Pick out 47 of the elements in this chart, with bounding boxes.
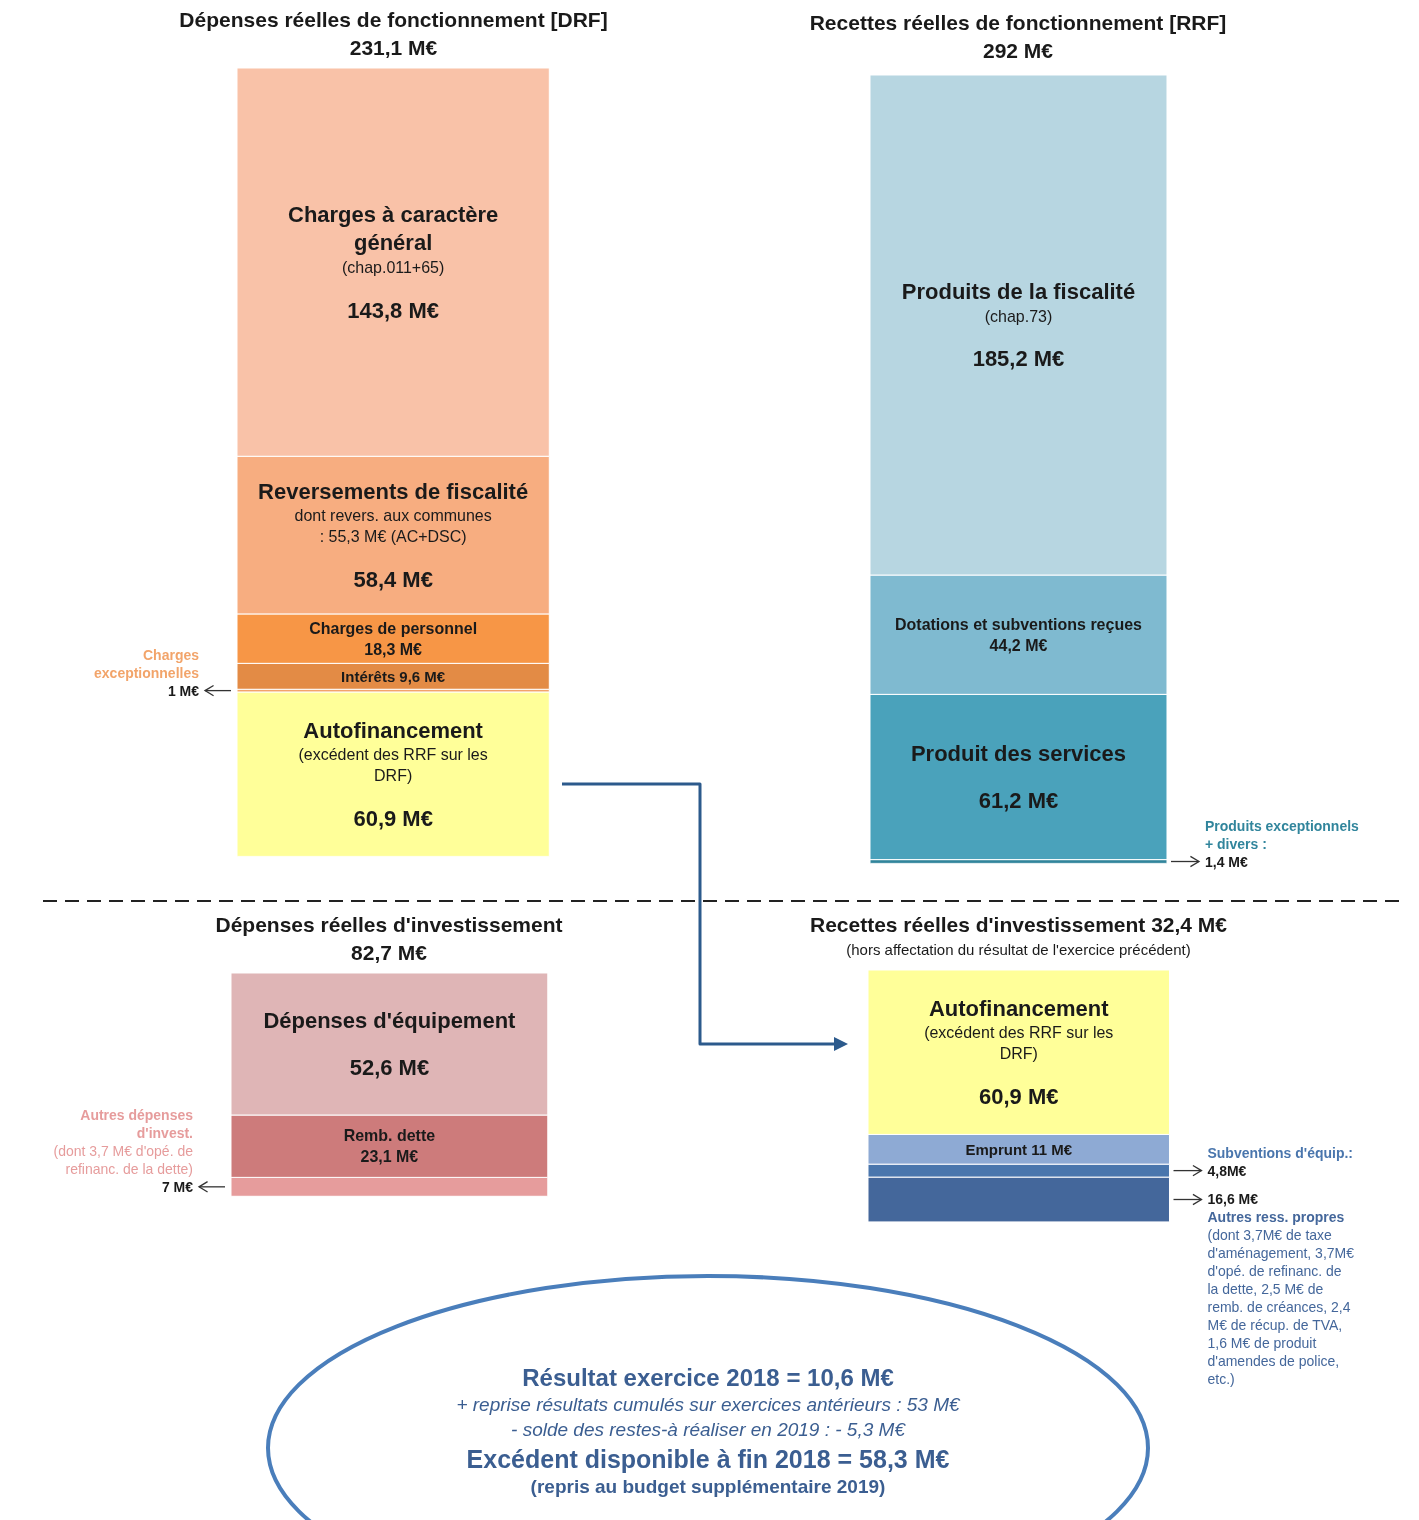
text: (repris au budget supplémentaire 2019): [529, 1475, 887, 1500]
data-label: 143,8 M€: [347, 297, 439, 323]
series-label: Autofinancement (excédent des RRF sur les DRF): [924, 995, 1114, 1063]
chart-subtitle: 231,1 M€: [348, 36, 439, 60]
text: + reprise résultats cumulés sur exercices antérieurs : 53 M€: [455, 1393, 961, 1418]
data-label: 1,4 M€: [1205, 853, 1248, 870]
data-label: 185,2 M€: [972, 346, 1065, 372]
data-label: 44,2 M€: [989, 636, 1048, 654]
chart-subtitle: 82,7 M€: [350, 941, 428, 965]
data-label: 52,6 M€: [349, 1055, 430, 1081]
data-label: 61,2 M€: [978, 787, 1059, 813]
series-label: Reversements de fiscalité: [258, 478, 529, 504]
series-label: Charges à caractère général (chap.011+65): [288, 201, 499, 277]
data-label: 60,9 M€: [353, 805, 433, 831]
series-label: Charges de personnel: [309, 619, 478, 637]
text: Résultat exercice 2018 = 10,6 M€: [521, 1363, 895, 1393]
chart-subtitle: (hors affectation du résultat de l'exercice précédent): [845, 941, 1192, 958]
chart-title: Dépenses réelles d'investissement: [215, 913, 563, 937]
series-label: Produits de la fiscalité (chap.73): [901, 279, 1136, 325]
data-label: 18,3 M€: [364, 640, 423, 658]
text: Emprunt 11 M€: [965, 1140, 1073, 1158]
text: Autres dépenses d'invest. (dont 3,7 M€ d'opé. de refinanc. de la dette): [53, 1106, 194, 1177]
text: Excédent disponible à fin 2018 = 58,3 M€: [465, 1443, 951, 1475]
data-label: 60,9 M€: [979, 1084, 1059, 1110]
text: Charges exceptionnelles: [94, 646, 200, 681]
chart-title: Dépenses réelles de fonctionnement [DRF]: [179, 8, 608, 32]
bar: [236, 691, 550, 857]
text: Subventions d'équip.:: [1207, 1144, 1353, 1161]
chart-title: Recettes réelles d'investissement 32,4 M€: [809, 913, 1228, 937]
data-label: 16,6 M€: [1207, 1191, 1259, 1208]
data-label: 4,8M€: [1207, 1162, 1247, 1179]
text: Autres ress. propres (dont 3,7M€ de taxe d'aménagement, 3,7M€ d'opé. de refinanc. de la dette, 2,5 M€ de remb. de créances, 2,4 M€ de récup. de TVA, 1,6 M€ de produit d'amendes de police, etc.): [1207, 1209, 1354, 1388]
text: - solde des restes-à réaliser en 2019 : - 5,3 M€: [510, 1417, 907, 1442]
series-label: Dotations et subventions reçues: [895, 615, 1143, 633]
data-label: 7 M€: [161, 1178, 194, 1195]
data-label: 23,1 M€: [360, 1148, 419, 1166]
series-label: Dépenses d'équipement: [263, 1008, 517, 1034]
data-label: 58,4 M€: [353, 566, 433, 592]
text: Produits exceptionnels + divers :: [1205, 817, 1360, 852]
chart-subtitle: 292 M€: [981, 39, 1054, 63]
annotation: dont revers. aux communes : 55,3 M€ (AC+DSC): [294, 507, 492, 546]
series-label: Remb. dette: [343, 1127, 436, 1145]
series-label: Produit des services: [910, 741, 1127, 767]
text: Intérêts 9,6 M€: [341, 667, 446, 685]
data-label: 1 M€: [167, 682, 200, 699]
series-label: Autofinancement (excédent des RRF sur les DRF): [298, 717, 488, 785]
chart-title: Recettes réelles de fonctionnement [RRF]: [809, 11, 1227, 35]
